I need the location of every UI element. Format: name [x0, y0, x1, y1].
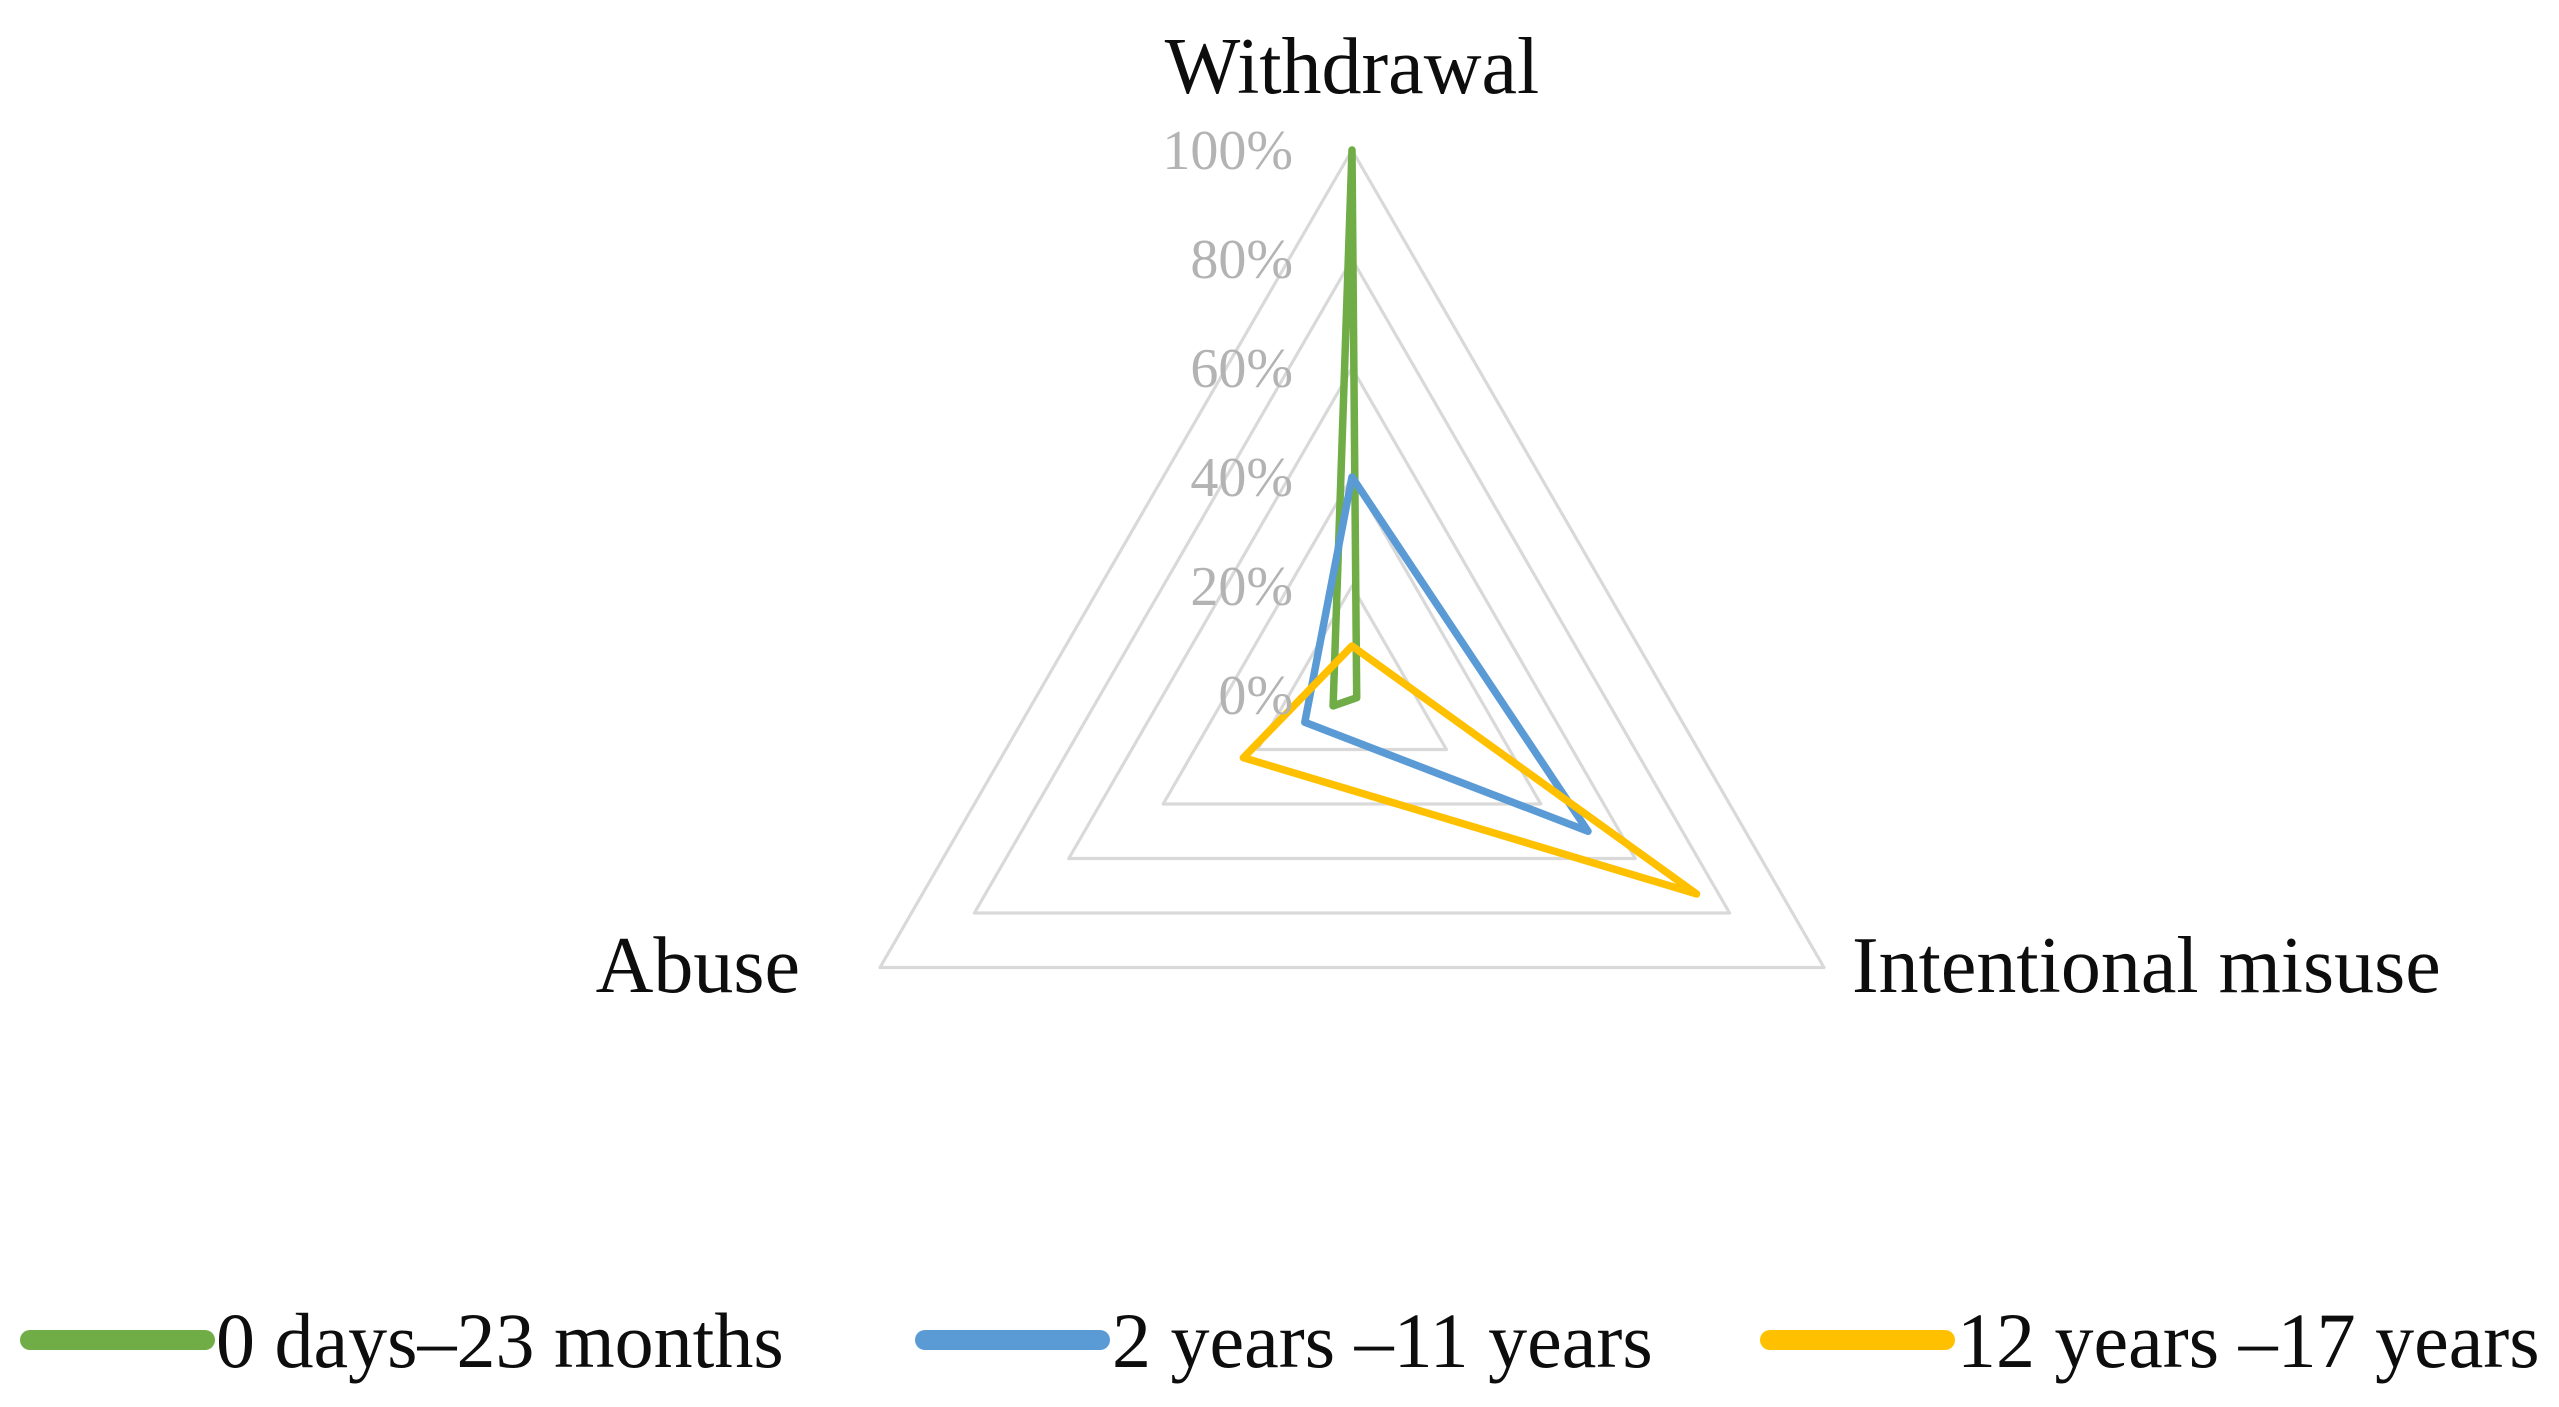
value-axis-tick-labels: 100% 80% 60% 40% 20% 0%	[1162, 120, 1293, 727]
grid-rings	[878, 148, 1826, 970]
grid-ring-60	[1067, 366, 1637, 861]
legend-item-0-days-23-months: 0 days–23 months	[20, 1297, 784, 1384]
axis-label-abuse: Abuse	[596, 922, 800, 1010]
grid-ring-100	[878, 148, 1826, 970]
chart-legend: 0 days–23 months 2 years –11 years 12 ye…	[20, 1297, 2540, 1384]
tick-label-80: 80%	[1190, 229, 1293, 291]
axis-label-withdrawal: Withdrawal	[1165, 23, 1539, 111]
tick-label-20: 20%	[1190, 556, 1293, 618]
tick-label-40: 40%	[1190, 447, 1293, 509]
grid-ring-80	[972, 257, 1732, 915]
legend-item-12-years-17-years: 12 years –17 years	[1760, 1297, 2540, 1384]
legend-label: 0 days–23 months	[216, 1297, 784, 1384]
tick-label-60: 60%	[1190, 338, 1293, 400]
grid-ring-40	[1161, 475, 1543, 806]
tick-label-0: 0%	[1218, 665, 1293, 727]
legend-label: 12 years –17 years	[1957, 1297, 2540, 1384]
data-series	[1239, 146, 1701, 898]
category-axis-labels: Withdrawal Intentional misuse Abuse	[596, 23, 2441, 1010]
legend-item-2-years-11-years: 2 years –11 years	[915, 1297, 1653, 1384]
series-polygon-0	[1329, 146, 1361, 710]
series-polygon-2	[1239, 642, 1701, 898]
tick-label-100: 100%	[1162, 120, 1293, 182]
legend-label: 2 years –11 years	[1112, 1297, 1653, 1384]
grid-ring-20	[1255, 584, 1449, 752]
series-polygon-1	[1301, 473, 1592, 836]
axis-label-intentional-misuse: Intentional misuse	[1852, 922, 2441, 1010]
